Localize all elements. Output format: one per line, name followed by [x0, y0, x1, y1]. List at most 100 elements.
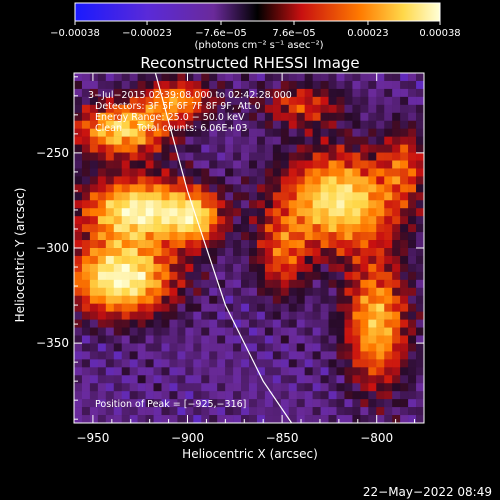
heatmap-cell — [121, 240, 130, 249]
heatmap-cell — [416, 112, 424, 122]
heatmap-cell — [177, 343, 186, 352]
heatmap-cell — [113, 271, 123, 281]
heatmap-cell — [288, 263, 298, 273]
heatmap-cell — [304, 319, 313, 328]
heatmap-cell — [137, 96, 146, 106]
heatmap-cell — [416, 152, 424, 161]
heatmap-cell — [384, 192, 393, 201]
heatmap-cell — [320, 407, 329, 416]
heatmap-cell — [352, 255, 361, 265]
heatmap-cell — [97, 367, 107, 376]
heatmap-cell — [272, 184, 282, 193]
heatmap-cell — [105, 136, 115, 145]
heatmap-cell — [145, 359, 154, 368]
heatmap-cell — [408, 271, 417, 281]
heatmap-cell — [113, 359, 123, 368]
heatmap-cell — [296, 160, 305, 169]
heatmap-cell — [209, 240, 218, 249]
heatmap-cell — [217, 128, 226, 137]
heatmap-cell — [392, 359, 401, 368]
heatmap-cell — [360, 168, 369, 177]
colorbar-tick-label: −0.00038 — [50, 28, 100, 39]
heatmap-cell — [384, 415, 393, 423]
heatmap-cell — [249, 279, 258, 289]
heatmap-cell — [272, 240, 282, 249]
heatmap-cell — [145, 311, 154, 320]
heatmap-cell — [264, 287, 274, 297]
heatmap-cell — [408, 335, 417, 344]
heatmap-cell — [288, 279, 298, 289]
heatmap-cell — [360, 192, 369, 201]
heatmap-cell — [400, 399, 409, 408]
heatmap-cell — [408, 303, 417, 312]
heatmap-cell — [296, 271, 305, 281]
heatmap-cell — [177, 327, 186, 336]
heatmap-cell — [241, 112, 250, 122]
heatmap-cell — [81, 112, 91, 122]
heatmap-cell — [408, 208, 417, 217]
heatmap-cell — [201, 415, 210, 423]
heatmap-cell — [392, 271, 401, 281]
heatmap-cell — [121, 104, 130, 114]
heatmap-cell — [376, 96, 385, 106]
heatmap-cell — [217, 160, 226, 169]
heatmap-cell — [328, 152, 337, 161]
heatmap-cell — [193, 335, 202, 344]
heatmap-cell — [113, 303, 123, 312]
heatmap-cell — [97, 263, 107, 273]
heatmap-cell — [225, 359, 234, 368]
heatmap-cell — [328, 224, 337, 233]
heatmap-cell — [145, 192, 154, 201]
heatmap-cell — [241, 240, 250, 249]
heatmap-cell — [256, 327, 266, 336]
colorbar-tick-label: 7.6e−05 — [272, 28, 315, 39]
heatmap-cell — [360, 136, 369, 145]
heatmap-cell — [225, 295, 234, 304]
heatmap-cell — [400, 383, 409, 392]
heatmap-cell — [256, 255, 266, 265]
heatmap-cell — [129, 383, 138, 392]
heatmap-cell — [336, 351, 345, 360]
heatmap-cell — [121, 319, 130, 328]
heatmap-cell — [320, 335, 329, 344]
heatmap-cell — [272, 311, 282, 320]
heatmap-cell — [137, 184, 146, 193]
heatmap-cell — [217, 383, 226, 392]
heatmap-cell — [376, 311, 385, 320]
heatmap-cell — [368, 200, 377, 209]
heatmap-cell — [304, 216, 313, 225]
heatmap-cell — [89, 311, 99, 320]
heatmap-cell — [113, 399, 123, 408]
heatmap-cell — [288, 120, 298, 129]
heatmap-cell — [161, 176, 170, 185]
heatmap-cell — [344, 160, 353, 169]
heatmap-cell — [185, 160, 194, 169]
heatmap-cell — [312, 343, 321, 352]
heatmap-cell — [249, 168, 258, 177]
heatmap-cell — [264, 248, 274, 257]
heatmap-cell — [97, 399, 107, 408]
heatmap-cell — [400, 343, 409, 352]
heatmap-cell — [137, 248, 146, 257]
heatmap-cell — [169, 391, 178, 400]
heatmap-cell — [368, 327, 377, 336]
heatmap-cell — [81, 303, 91, 312]
heatmap-cell — [113, 216, 123, 225]
heatmap-cell — [272, 208, 282, 217]
heatmap-cell — [233, 120, 242, 129]
heatmap-cell — [193, 144, 202, 153]
heatmap-cell — [177, 415, 186, 423]
heatmap-cell — [241, 415, 250, 423]
heatmap-cell — [217, 327, 226, 336]
heatmap-cell — [177, 96, 186, 106]
heatmap-cell — [193, 263, 202, 273]
heatmap-cell — [97, 184, 107, 193]
heatmap-cell — [344, 80, 353, 90]
heatmap-cell — [153, 287, 162, 297]
heatmap-cell — [352, 391, 361, 400]
annotation-detectors: Detectors: 3F 5F 6F 7F 8F 9F, Att 0 — [95, 101, 261, 112]
heatmap-cell — [408, 144, 417, 153]
heatmap-cell — [249, 375, 258, 384]
heatmap-cell — [225, 224, 234, 233]
heatmap-cell — [360, 359, 369, 368]
